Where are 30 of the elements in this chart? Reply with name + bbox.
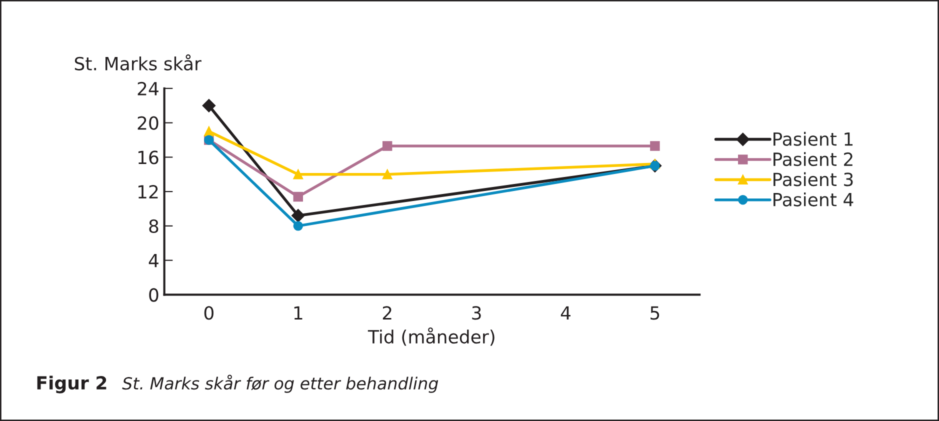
point <box>650 141 660 151</box>
x-tick-label: 0 <box>204 306 214 320</box>
text: Figur 2 <box>37 376 106 394</box>
point <box>293 192 303 202</box>
y-tick-label: 12 <box>138 185 158 198</box>
x-tick-label: 3 <box>472 306 481 320</box>
x-tick-label: 4 <box>560 306 570 320</box>
point <box>382 141 392 151</box>
y-tick-label: 8 <box>149 219 158 234</box>
text: St. Marks skår før og etter behandling <box>122 374 438 393</box>
x-tick-label: 1 <box>294 306 302 320</box>
y-axis-title: St. Marks skår <box>74 54 202 70</box>
y-tick-label: 16 <box>138 150 158 164</box>
y-tick-label: 4 <box>148 254 158 268</box>
y-tick-label: 0 <box>149 288 158 302</box>
point <box>202 99 216 112</box>
point <box>293 170 303 180</box>
x-axis-title: Tid (måneder) <box>368 327 494 346</box>
legend-label: Pasient 3 <box>774 172 853 186</box>
x-tick-label: 2 <box>382 306 392 320</box>
point <box>293 221 303 231</box>
legend-label: Pasient 1 <box>774 132 853 146</box>
y-tick-label: 24 <box>138 82 158 96</box>
point <box>204 126 214 136</box>
legend-label: Pasient 2 <box>774 152 852 166</box>
point <box>292 209 305 222</box>
point <box>382 170 392 180</box>
x-tick-label: 5 <box>650 306 660 320</box>
y-tick-label: 20 <box>138 116 158 130</box>
legend-label: Pasient 4 <box>774 192 854 206</box>
